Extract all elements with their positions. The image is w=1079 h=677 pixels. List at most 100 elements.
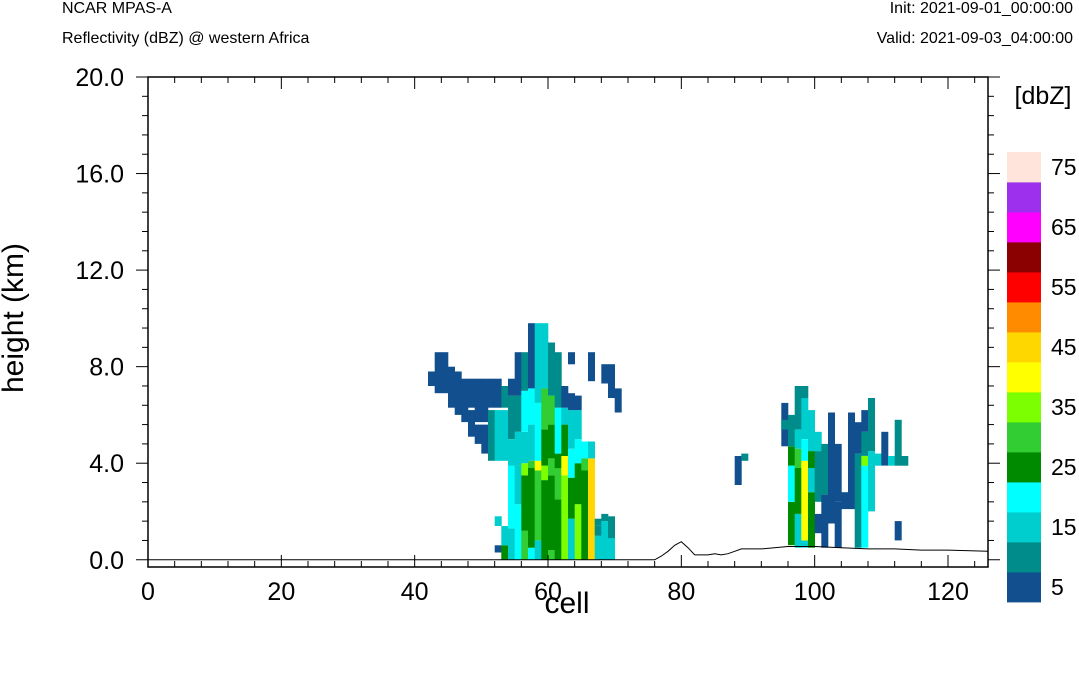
reflectivity-cell <box>901 456 909 466</box>
reflectivity-cell <box>528 323 535 389</box>
reflectivity-cell <box>808 468 815 493</box>
x-tick-label: 80 <box>667 578 695 606</box>
reflectivity-cell <box>528 388 535 425</box>
reflectivity-cells <box>428 323 909 560</box>
reflectivity-cell <box>881 431 889 466</box>
model-title: NCAR MPAS-A <box>62 0 172 17</box>
reflectivity-cell <box>868 451 875 512</box>
reflectivity-cell <box>788 501 795 546</box>
reflectivity-cell <box>508 465 515 529</box>
reflectivity-cell <box>794 429 802 449</box>
init-time: Init: 2021-09-01_00:00:00 <box>889 0 1073 17</box>
colorbar-swatch <box>1007 152 1041 183</box>
reflectivity-cell <box>574 463 582 505</box>
reflectivity-cell <box>521 431 529 464</box>
reflectivity-cell <box>448 366 455 408</box>
reflectivity-cell <box>861 431 869 456</box>
reflectivity-cell <box>508 395 515 439</box>
reflectivity-cell <box>814 431 822 452</box>
reflectivity-cell <box>801 439 809 461</box>
reflectivity-cell <box>548 458 555 476</box>
colorbar-swatch <box>1007 212 1041 243</box>
reflectivity-cell <box>554 453 562 469</box>
y-tick-label: 8.0 <box>89 354 124 382</box>
reflectivity-cell <box>514 504 522 560</box>
reflectivity-cell <box>568 393 575 411</box>
reflectivity-cell <box>501 386 509 408</box>
colorbar-swatch <box>1007 332 1041 363</box>
y-tick-label: 16.0 <box>75 161 124 189</box>
reflectivity-cell <box>788 446 795 466</box>
reflectivity-cell <box>801 460 809 541</box>
reflectivity-cell <box>601 364 609 384</box>
reflectivity-cell <box>581 470 589 560</box>
reflectivity-cell <box>461 378 469 423</box>
reflectivity-cell <box>548 550 555 560</box>
reflectivity-cell <box>741 453 749 461</box>
reflectivity-cell <box>808 410 815 452</box>
reflectivity-cell <box>734 456 742 485</box>
reflectivity-cell <box>894 521 902 541</box>
reflectivity-cell <box>554 407 562 454</box>
y-tick-label: 0.0 <box>89 547 124 575</box>
x-tick-label: 20 <box>267 578 295 606</box>
reflectivity-cell <box>521 463 529 476</box>
reflectivity-cell <box>508 528 515 560</box>
reflectivity-cell <box>588 352 595 382</box>
reflectivity-cell <box>801 386 809 399</box>
colorbar-label: 65 <box>1051 214 1077 240</box>
reflectivity-cell <box>888 456 895 466</box>
reflectivity-cell <box>514 465 522 505</box>
colorbar-label: 35 <box>1051 394 1077 420</box>
reflectivity-cell <box>814 513 822 534</box>
y-tick-label: 4.0 <box>89 450 124 478</box>
reflectivity-cell <box>488 410 495 461</box>
reflectivity-cell <box>834 443 842 502</box>
colorbar-label: 55 <box>1051 274 1077 300</box>
reflectivity-cell <box>514 395 522 432</box>
reflectivity-cell <box>541 388 549 430</box>
reflectivity-cell <box>854 453 862 548</box>
x-tick-label: 100 <box>794 578 836 606</box>
reflectivity-cell <box>894 419 902 466</box>
reflectivity-cell <box>508 378 515 396</box>
reflectivity-cell <box>474 424 482 444</box>
reflectivity-cell <box>554 468 562 500</box>
reflectivity-cell <box>548 395 555 425</box>
reflectivity-cell <box>588 458 595 560</box>
reflectivity-cell <box>568 448 575 478</box>
reflectivity-cell <box>594 535 602 560</box>
colorbar-label: 25 <box>1051 454 1077 480</box>
reflectivity-cell <box>594 518 602 526</box>
reflectivity-cell <box>588 441 595 459</box>
reflectivity-cell <box>548 424 555 459</box>
x-axis-label: cell <box>544 587 589 620</box>
colorbar-label: 75 <box>1051 154 1077 180</box>
valid-time: Valid: 2021-09-03_04:00:00 <box>876 30 1073 47</box>
terrain-line <box>148 541 989 561</box>
field-title: Reflectivity (dBZ) @ western Africa <box>62 30 310 47</box>
reflectivity-cell <box>541 480 549 560</box>
reflectivity-cell <box>514 431 522 466</box>
reflectivity-cell <box>528 468 535 548</box>
reflectivity-cell <box>601 513 609 522</box>
x-tick-label: 0 <box>141 578 155 606</box>
reflectivity-cell <box>528 424 535 461</box>
reflectivity-cell <box>868 398 875 452</box>
reflectivity-cell <box>814 451 822 502</box>
reflectivity-cell <box>468 378 475 408</box>
reflectivity-cell <box>488 378 495 408</box>
reflectivity-cell <box>454 371 462 415</box>
reflectivity-cell <box>828 412 835 524</box>
colorbar-swatch <box>1007 422 1041 453</box>
reflectivity-cell <box>841 492 849 510</box>
reflectivity-cell <box>501 410 509 461</box>
reflectivity-cell <box>554 352 562 408</box>
reflectivity-cell <box>574 395 582 411</box>
colorbar-swatch <box>1007 182 1041 213</box>
reflectivity-cell <box>441 352 449 394</box>
reflectivity-cell <box>874 453 882 466</box>
colorbar-label: 15 <box>1051 514 1077 540</box>
